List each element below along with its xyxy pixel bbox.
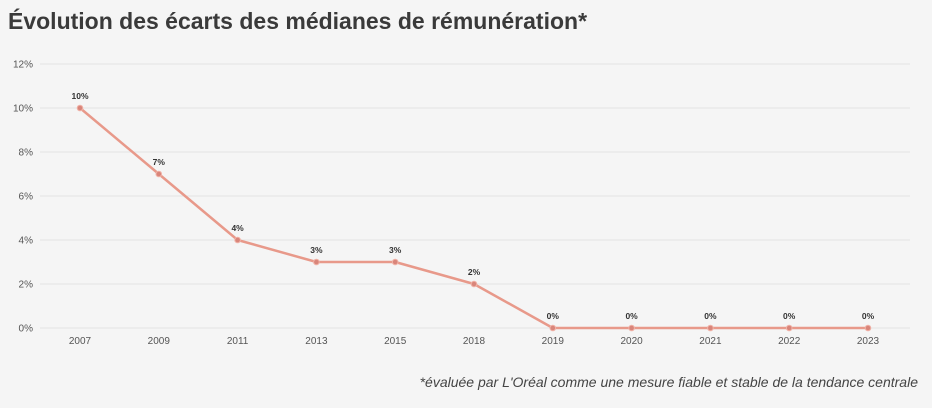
data-point xyxy=(549,324,557,332)
x-tick-label: 2007 xyxy=(69,336,92,347)
data-label: 10% xyxy=(71,91,88,101)
y-tick-label: 10% xyxy=(13,104,33,115)
y-tick-label: 4% xyxy=(19,236,34,247)
y-tick-label: 8% xyxy=(19,148,34,159)
y-tick-label: 6% xyxy=(19,192,34,203)
data-point xyxy=(234,236,241,244)
footnote: *évaluée par L'Oréal comme une mesure fi… xyxy=(419,374,918,390)
data-label: 0% xyxy=(704,311,717,321)
x-tick-label: 2019 xyxy=(542,336,565,347)
data-point xyxy=(785,324,793,332)
y-tick-label: 2% xyxy=(19,280,34,291)
data-label: 4% xyxy=(231,223,244,233)
y-tick-label: 0% xyxy=(19,324,34,335)
data-point xyxy=(707,324,714,332)
chart-title: Évolution des écarts des médianes de rém… xyxy=(8,8,588,34)
data-label: 0% xyxy=(625,311,638,321)
data-label: 3% xyxy=(310,245,323,255)
data-label: 0% xyxy=(862,311,875,321)
data-label: 0% xyxy=(547,311,560,321)
data-point xyxy=(470,280,478,288)
x-tick-label: 2018 xyxy=(463,336,486,347)
data-point xyxy=(391,258,399,266)
x-tick-label: 2020 xyxy=(620,336,643,347)
x-tick-label: 2022 xyxy=(778,336,801,347)
series-line xyxy=(79,107,868,330)
data-point xyxy=(864,324,872,332)
x-tick-label: 2013 xyxy=(305,336,328,347)
data-point xyxy=(628,324,635,332)
data-label: 3% xyxy=(389,245,402,255)
x-tick-label: 2009 xyxy=(148,336,171,347)
data-point xyxy=(313,258,320,266)
x-tick-label: 2015 xyxy=(384,336,407,347)
x-tick-label: 2021 xyxy=(699,336,722,347)
y-tick-label: 12% xyxy=(13,60,33,71)
x-tick-label: 2023 xyxy=(857,336,880,347)
data-point xyxy=(76,104,84,112)
data-label: 0% xyxy=(783,311,796,321)
data-point xyxy=(155,170,163,178)
data-label: 2% xyxy=(468,267,481,277)
data-label: 7% xyxy=(153,157,166,167)
line-chart: 0% 2% 4% 6% 8% 10% 12% 2007 2009 2011 2013 2015 2018… xyxy=(13,60,910,347)
x-tick-label: 2011 xyxy=(227,336,249,347)
